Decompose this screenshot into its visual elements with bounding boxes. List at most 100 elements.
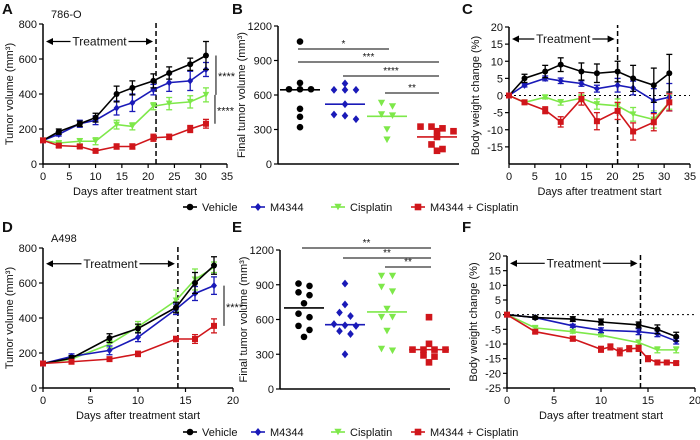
y-axis-label: Body weight change (%) (470, 36, 482, 155)
data-point (428, 123, 435, 130)
data-point (383, 136, 391, 144)
y-tick-label: 600 (256, 315, 274, 327)
x-tick-label: 25 (632, 171, 644, 183)
y-tick-label: 5 (497, 73, 503, 85)
data-point (92, 114, 99, 121)
significance-label: **** (226, 302, 244, 314)
x-tick-label: 0 (40, 171, 46, 183)
data-point (129, 84, 136, 91)
arrow-right-icon (630, 259, 638, 267)
data-point (377, 313, 386, 321)
data-point (672, 346, 680, 353)
data-point (295, 280, 302, 287)
y-tick-label: 600 (19, 54, 37, 66)
data-point (106, 356, 113, 363)
data-point (306, 313, 313, 321)
data-point (593, 118, 600, 125)
data-point (341, 350, 349, 359)
y-tick-label: -5 (491, 324, 501, 336)
data-point (135, 350, 141, 357)
data-point (341, 85, 349, 94)
data-point (598, 346, 604, 353)
data-point (113, 104, 120, 112)
data-point (92, 138, 99, 145)
legend: Vehicle M4344 Cisplatin M4344 + Cisplatin (183, 427, 518, 439)
data-point (352, 85, 360, 94)
y-tick-label: 800 (19, 243, 37, 255)
group-cisplatin (367, 99, 407, 144)
x-tick-label: 10 (132, 395, 144, 407)
data-point (377, 272, 386, 280)
x-tick-label: 5 (532, 171, 538, 183)
series-vehicle (40, 256, 217, 367)
x-tick-label: 30 (658, 171, 670, 183)
x-tick-label: 35 (684, 171, 696, 183)
legend-marker-icon (414, 428, 422, 436)
group-m4344 (325, 79, 365, 124)
data-point (425, 313, 433, 321)
y-axis-label: Final tumor volume (mm³) (236, 32, 248, 158)
data-point (68, 358, 75, 365)
series-cisplatin (39, 261, 218, 367)
data-point (150, 134, 157, 141)
data-point (614, 81, 621, 89)
series-line (42, 68, 207, 142)
data-point (55, 128, 62, 135)
data-point (347, 330, 354, 338)
data-point (593, 101, 601, 108)
x-tick-label: 0 (40, 395, 46, 407)
legend-label: Cisplatin (350, 202, 392, 214)
data-point (296, 123, 304, 131)
series-line (42, 264, 215, 365)
data-point (76, 138, 84, 145)
data-point (202, 52, 209, 59)
panel-letter: C (462, 1, 473, 18)
panel-letter: F (462, 219, 471, 236)
arrow-left-icon (46, 38, 53, 45)
data-point (616, 348, 623, 355)
significance-label: **** (217, 105, 235, 117)
data-point (598, 326, 604, 334)
y-tick-label: 0 (266, 159, 272, 171)
series-m4344 (506, 74, 673, 114)
data-point (296, 105, 304, 113)
data-point (557, 61, 564, 68)
legend-marker-icon (186, 428, 194, 436)
data-point (569, 335, 576, 342)
data-point (439, 125, 446, 132)
data-point (76, 143, 83, 150)
data-point (166, 133, 173, 140)
data-point (635, 345, 642, 352)
data-point (542, 107, 549, 114)
data-point (388, 347, 397, 355)
y-tick-label: 0 (268, 384, 274, 396)
y-tick-label: 400 (19, 313, 37, 325)
x-axis-label: Days after treatment start (76, 410, 200, 422)
data-point (150, 86, 157, 94)
series-line (42, 122, 207, 152)
data-point (330, 85, 338, 94)
y-tick-label: 20 (491, 22, 503, 34)
series-m4344-cisplatin (506, 92, 673, 141)
panel-letter: A (2, 1, 13, 18)
data-point (211, 282, 217, 290)
data-point (352, 115, 360, 124)
panel-letter: D (2, 219, 13, 236)
data-point (650, 82, 657, 89)
series-cisplatin (503, 311, 680, 354)
series-line (42, 94, 207, 144)
y-axis-label: Tumor volume (mm³) (4, 267, 16, 369)
data-point (542, 74, 549, 82)
y-tick-label: 400 (19, 89, 37, 101)
data-point (598, 319, 604, 325)
data-point (377, 345, 386, 353)
data-point (165, 100, 173, 107)
data-point (557, 77, 564, 85)
x-tick-label: 5 (87, 395, 93, 407)
data-point (569, 322, 576, 330)
data-point (388, 103, 397, 110)
treatment-label-bg (81, 255, 140, 271)
y-tick-label: 200 (19, 348, 37, 360)
data-point (135, 325, 141, 332)
